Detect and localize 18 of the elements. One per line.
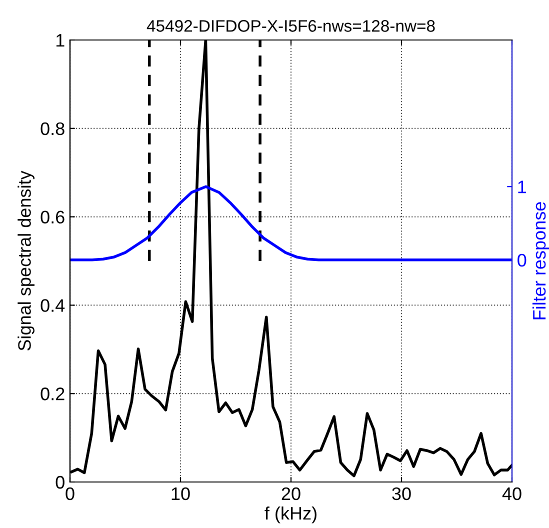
line-series [70,185,512,262]
y2-axis-title: Filter response [532,202,549,320]
x-tick-label: 20 [282,487,300,500]
chart-title: 45492-DIFDOP-X-I5F6-nws=128-nw=8 [146,20,435,32]
y-tick-label: 0.6 [40,210,64,224]
y-tick-label: 0 [56,476,64,489]
y-tick-label: 0.8 [40,122,64,136]
x-axis-title: f (kHz) [264,506,316,524]
y2-tick-label: 1 [518,180,526,194]
x-tick-label: 0 [66,487,74,500]
y-tick-label: 0.4 [40,299,65,312]
y2-tick-label: 0 [518,254,526,267]
x-tick-label: 10 [172,487,190,500]
y-axis-title: Signal spectral density [18,170,34,350]
y-tick-label: 1 [56,34,64,47]
x-tick-label: 40 [502,487,522,500]
x-tick-label: 30 [392,487,411,500]
y-tick-label: 0.2 [40,388,64,400]
